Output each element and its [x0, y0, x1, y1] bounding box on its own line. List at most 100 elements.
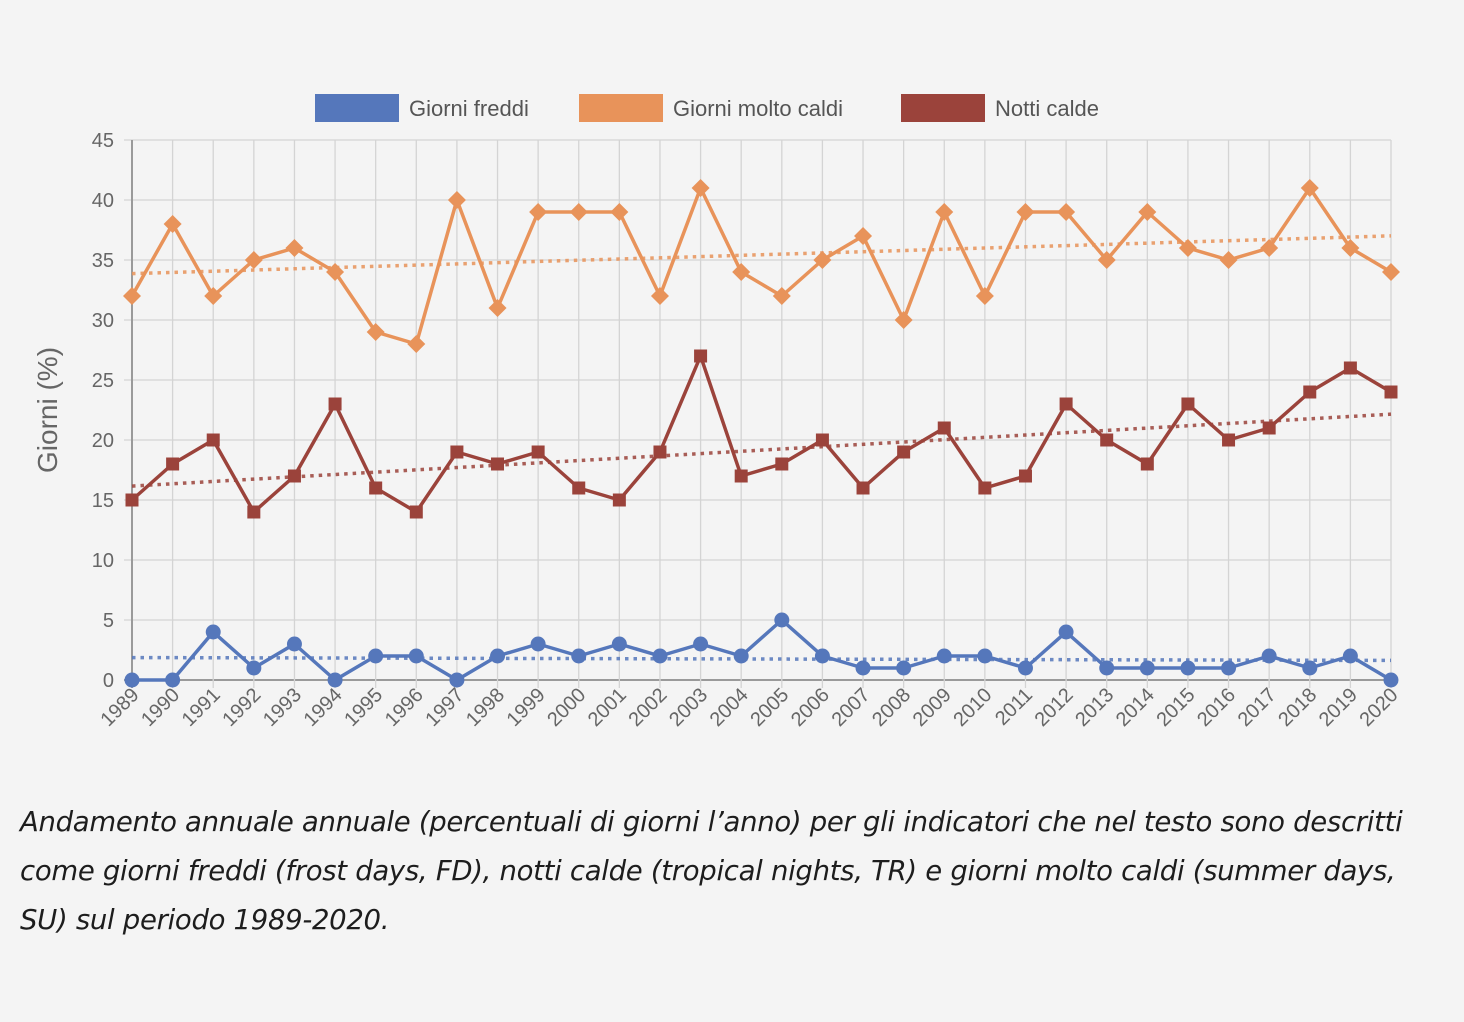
data-point — [1138, 203, 1157, 221]
legend-label: Notti calde — [995, 96, 1099, 121]
data-point — [611, 636, 627, 652]
x-tick-label: 2018 — [1274, 684, 1321, 731]
figure-caption: Andamento annuale annuale (percentuali d… — [20, 806, 1403, 936]
data-point — [369, 481, 383, 495]
x-tick-label: 2005 — [746, 684, 793, 731]
data-point — [813, 251, 832, 269]
data-point — [1222, 433, 1236, 447]
data-point — [1100, 433, 1114, 447]
data-point — [529, 203, 548, 221]
data-point — [935, 203, 954, 221]
data-point — [490, 648, 506, 664]
data-point — [449, 672, 465, 688]
x-tick-label: 1998 — [462, 684, 509, 731]
x-tick-label: 2019 — [1315, 684, 1362, 731]
data-point — [447, 191, 466, 209]
trendline — [131, 234, 1392, 276]
legend-swatch — [579, 94, 663, 122]
data-point — [206, 433, 220, 447]
data-point — [531, 445, 545, 459]
data-point — [1016, 203, 1035, 221]
data-point — [123, 287, 141, 305]
x-tick-label: 2001 — [584, 684, 631, 731]
data-point — [530, 636, 546, 652]
x-tick-label: 2000 — [543, 684, 590, 731]
data-point — [693, 636, 709, 652]
data-point — [1140, 457, 1154, 471]
data-point — [694, 349, 708, 363]
data-point — [1260, 239, 1279, 257]
series-line — [130, 186, 1392, 346]
y-tick-label: 45 — [92, 130, 114, 152]
legend-swatch — [315, 94, 399, 122]
data-point — [1018, 469, 1032, 483]
data-point — [1383, 672, 1399, 688]
series-line — [132, 618, 1392, 682]
y-tick-label: 10 — [92, 550, 114, 572]
data-point — [1057, 203, 1076, 221]
data-point — [1384, 385, 1398, 399]
data-point — [774, 612, 790, 628]
data-point — [612, 493, 626, 507]
data-point — [733, 648, 749, 664]
legend-label: Giorni molto caldi — [673, 96, 843, 121]
data-point — [978, 481, 992, 495]
x-tick-label: 1994 — [300, 684, 347, 731]
legend-swatch — [901, 94, 985, 122]
series-giorni-freddi — [124, 612, 1399, 688]
data-point — [732, 263, 751, 281]
data-point — [408, 648, 424, 664]
data-point — [491, 457, 505, 471]
data-point — [1099, 660, 1115, 676]
legend-label: Giorni freddi — [409, 96, 529, 121]
x-tick-label: 1990 — [137, 684, 184, 731]
data-point — [205, 624, 221, 640]
x-tick-label: 1993 — [259, 684, 306, 731]
data-point — [1303, 385, 1317, 399]
legend: Giorni freddi Giorni molto caldi Notti cal… — [315, 94, 1099, 122]
data-point — [1261, 648, 1277, 664]
series-line — [130, 354, 1392, 514]
data-point — [246, 660, 262, 676]
data-point — [610, 203, 629, 221]
x-tick-label: 1991 — [178, 684, 225, 731]
y-tick-label: 35 — [92, 250, 114, 272]
data-point — [569, 203, 588, 221]
y-tick-label: 15 — [92, 490, 114, 512]
data-point — [368, 648, 384, 664]
data-point — [977, 648, 993, 664]
x-tick-label: 1996 — [381, 684, 428, 731]
x-tick-label: 1999 — [503, 684, 550, 731]
data-point — [1139, 660, 1155, 676]
x-tick-label: 1997 — [421, 684, 468, 731]
x-tick-label: 2010 — [949, 684, 996, 731]
x-tick-label: 2007 — [828, 684, 875, 731]
x-tick-label: 2020 — [1356, 684, 1403, 731]
data-point — [855, 660, 871, 676]
x-tick-label: 2015 — [1152, 684, 1199, 731]
line-chart: Giorni freddi Giorni molto caldi Notti cal… — [32, 94, 1403, 731]
series-notti-calde — [125, 349, 1398, 519]
data-point — [772, 287, 791, 305]
data-point — [854, 227, 873, 245]
data-point — [244, 251, 263, 269]
x-tick-label: 2004 — [706, 684, 753, 731]
data-point — [1343, 361, 1357, 375]
data-point — [897, 445, 911, 459]
x-tick-label: 2013 — [1071, 684, 1118, 731]
y-axis-label: Giorni (%) — [32, 347, 63, 473]
y-tick-label: 0 — [103, 670, 114, 692]
data-point — [1058, 624, 1074, 640]
x-tick-label: 2012 — [1031, 684, 1078, 731]
data-point — [896, 660, 912, 676]
data-point — [1262, 421, 1276, 435]
x-tick-label: 2011 — [991, 684, 1037, 730]
data-point — [936, 648, 952, 664]
data-point — [1300, 179, 1319, 197]
data-point — [1341, 239, 1360, 257]
data-point — [1178, 239, 1197, 257]
data-point — [937, 421, 951, 435]
data-point — [1181, 397, 1195, 411]
x-tick-label: 1995 — [340, 684, 387, 731]
x-tick-label: 2002 — [624, 684, 671, 731]
